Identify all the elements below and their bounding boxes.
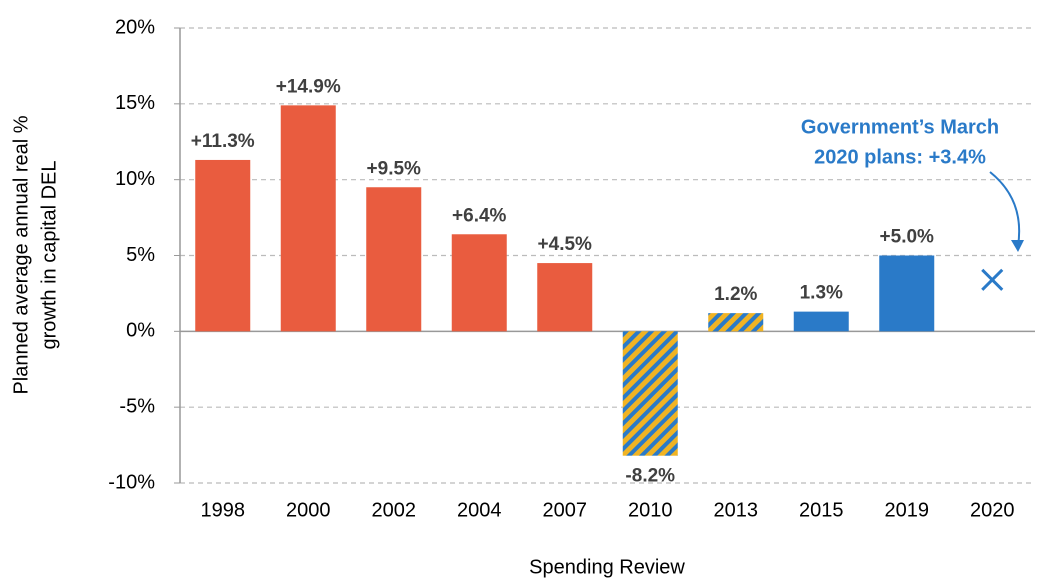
y-axis-title: growth in capital DEL: [38, 161, 60, 350]
bar: [793, 311, 849, 332]
y-tick-label: 5%: [126, 244, 155, 266]
y-axis-title: Planned average annual real %: [10, 115, 32, 394]
x-tick-label: 2004: [457, 499, 502, 521]
y-tick-label: 0%: [126, 320, 155, 342]
marker: [981, 268, 1004, 291]
value-label: 1.2%: [714, 284, 757, 305]
x-tick-label: 2000: [286, 499, 331, 521]
x-tick-label: 1998: [201, 499, 246, 521]
annotation-arrowhead: [1011, 240, 1024, 252]
value-label: +9.5%: [367, 158, 422, 179]
y-tick-label: 20%: [115, 16, 155, 38]
bar: [879, 255, 935, 332]
value-label: +5.0%: [880, 227, 935, 248]
value-label: +14.9%: [276, 76, 341, 97]
annotation-arrow: [989, 171, 1021, 247]
value-label: -8.2%: [625, 466, 675, 487]
value-label: 1.3%: [800, 283, 843, 304]
bar: [280, 105, 336, 332]
bar: [537, 263, 593, 332]
y-tick-label: 15%: [115, 92, 155, 114]
y-tick-label: 10%: [115, 168, 155, 190]
bar: [708, 313, 764, 332]
x-tick-label: 2013: [714, 499, 759, 521]
bar: [195, 159, 251, 332]
y-tick-label: -5%: [119, 395, 155, 417]
bar: [366, 187, 422, 332]
value-label: +6.4%: [452, 205, 507, 226]
value-label: +11.3%: [191, 131, 255, 152]
x-tick-label: 2007: [543, 499, 588, 521]
marks: 1998 +11.3% 2000 +14.9% 2002 +9.5% 2004 +6.4% 20…: [191, 76, 1015, 521]
x-tick-label: 2019: [885, 499, 930, 521]
bar: [622, 331, 678, 456]
value-label: +4.5%: [538, 234, 593, 255]
y-tick-label: -10%: [108, 471, 155, 493]
x-tick-label: 2020: [970, 499, 1015, 521]
x-tick-label: 2010: [628, 499, 673, 521]
annotation: Government’s March: [801, 116, 999, 138]
x-tick-label: 2002: [372, 499, 417, 521]
x-axis-title: Spending Review: [529, 556, 685, 578]
annotation: 2020 plans: +3.4%: [814, 146, 986, 168]
bar: [451, 234, 507, 332]
x-tick-label: 2015: [799, 499, 844, 521]
